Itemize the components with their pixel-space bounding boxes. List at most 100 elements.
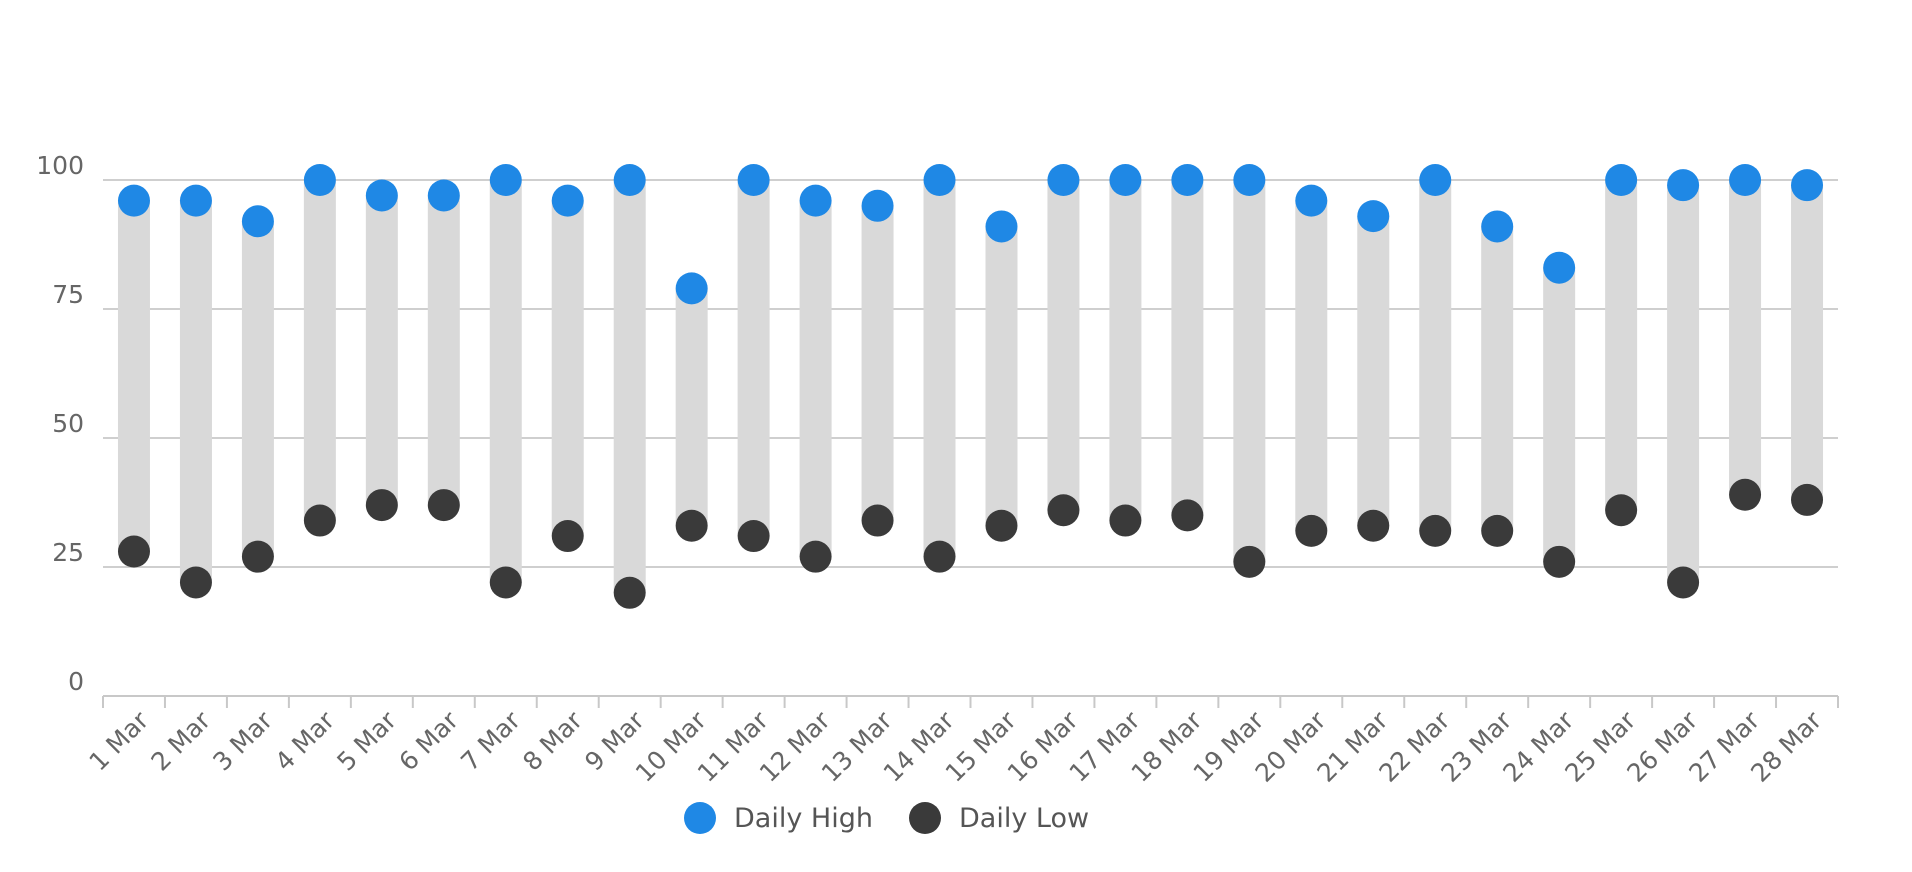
daily-high-point[interactable] (1233, 164, 1266, 196)
legend-swatch-daily-low[interactable] (909, 802, 941, 834)
daily-low-point[interactable] (241, 540, 274, 573)
daily-low-point[interactable] (985, 509, 1018, 542)
daily-high-point[interactable] (241, 205, 274, 238)
range-bar (489, 180, 522, 583)
range-bar (1171, 180, 1204, 516)
x-tick-label: 4 Mar (269, 705, 340, 776)
legend-swatch-daily-high[interactable] (684, 802, 716, 834)
range-bars (117, 180, 1824, 593)
daily-low-point[interactable] (1481, 514, 1514, 547)
range-bar (365, 195, 398, 506)
daily-low-point[interactable] (799, 540, 832, 573)
daily-high-point[interactable] (303, 164, 336, 196)
legend: Daily High Daily Low (684, 802, 1089, 834)
x-tick-label: 8 Mar (517, 705, 588, 776)
daily-high-point[interactable] (551, 184, 584, 217)
daily-low-point[interactable] (179, 566, 212, 599)
range-bar (1419, 180, 1452, 531)
legend-label-daily-high[interactable]: Daily High (734, 803, 873, 834)
daily-high-point[interactable] (923, 164, 956, 196)
daily-high-point[interactable] (675, 272, 708, 305)
range-bar (427, 195, 460, 506)
x-tick-label: 2 Mar (145, 705, 216, 776)
gridlines (103, 179, 1838, 568)
range-bar (117, 200, 150, 552)
daily-low-point[interactable] (1605, 494, 1638, 527)
y-tick-label: 100 (36, 151, 84, 180)
daily-low-point[interactable] (1295, 514, 1328, 547)
daily-low-point[interactable] (427, 489, 460, 522)
daily-low-point[interactable] (489, 566, 522, 599)
range-bar (613, 180, 646, 593)
daily-high-point[interactable] (1171, 164, 1204, 196)
daily-high-point[interactable] (489, 164, 522, 196)
x-tick-label: 6 Mar (393, 705, 464, 776)
daily-low-point[interactable] (1791, 483, 1824, 516)
daily-low-point[interactable] (551, 520, 584, 553)
daily-high-point[interactable] (427, 179, 460, 212)
daily-high-point[interactable] (365, 179, 398, 212)
daily-high-point[interactable] (1667, 169, 1700, 202)
daily-low-point[interactable] (737, 520, 770, 553)
range-bar (861, 205, 894, 521)
daily-low-point[interactable] (1171, 499, 1204, 532)
daily-high-point[interactable] (1481, 210, 1514, 243)
daily-high-point[interactable] (1047, 164, 1080, 196)
daily-high-point[interactable] (1605, 164, 1638, 196)
daily-low-point[interactable] (1419, 514, 1452, 547)
range-bar (1481, 226, 1514, 531)
daily-high-point[interactable] (1791, 169, 1824, 202)
daily-low-point[interactable] (1543, 545, 1576, 578)
daily-high-point[interactable] (799, 184, 832, 217)
range-bar (1047, 180, 1080, 511)
daily-low-point[interactable] (1729, 478, 1762, 511)
daily-high-point[interactable] (613, 164, 646, 196)
range-bar (179, 200, 212, 583)
daily-high-point[interactable] (1109, 164, 1142, 196)
daily-high-point[interactable] (1357, 200, 1390, 233)
daily-low-point[interactable] (861, 504, 894, 537)
daily-low-point[interactable] (1233, 545, 1266, 578)
range-bar (923, 180, 956, 557)
x-tick-label: 28 Mar (1745, 705, 1827, 787)
range-bar (1357, 216, 1390, 526)
daily-high-point[interactable] (737, 164, 770, 196)
range-bar (1109, 180, 1142, 521)
daily-high-point[interactable] (1729, 164, 1762, 196)
daily-high-point[interactable] (1419, 164, 1452, 196)
x-tick-label: 7 Mar (455, 705, 526, 776)
daily-high-point[interactable] (1295, 184, 1328, 217)
daily-low-point[interactable] (1667, 566, 1700, 599)
y-tick-label: 25 (52, 538, 84, 567)
daily-low-point[interactable] (117, 535, 150, 568)
daily-high-point[interactable] (117, 184, 150, 217)
daily-low-point[interactable] (1357, 509, 1390, 542)
range-bar (1605, 180, 1638, 511)
daily-low-point[interactable] (613, 576, 646, 609)
daily-low-points (117, 478, 1824, 609)
y-tick-label: 75 (52, 280, 84, 309)
range-bar (551, 200, 584, 537)
daily-low-point[interactable] (1047, 494, 1080, 527)
range-bar (1295, 200, 1328, 531)
x-tick-label: 5 Mar (331, 705, 402, 776)
range-bar (985, 226, 1018, 526)
daily-high-point[interactable] (985, 210, 1018, 243)
y-tick-label: 0 (68, 667, 84, 696)
daily-low-point[interactable] (1109, 504, 1142, 537)
daily-low-point[interactable] (923, 540, 956, 573)
range-bar (1729, 180, 1762, 495)
daily-low-point[interactable] (365, 489, 398, 522)
daily-high-points (117, 164, 1824, 305)
daily-high-point[interactable] (1543, 251, 1576, 284)
daily-low-point[interactable] (303, 504, 336, 537)
y-axis-labels: 0 25 50 75 100 (36, 151, 84, 696)
legend-label-daily-low[interactable]: Daily Low (959, 803, 1089, 834)
daily-high-point[interactable] (179, 184, 212, 217)
daily-low-point[interactable] (675, 509, 708, 542)
daily-high-point[interactable] (861, 189, 894, 222)
range-bar (675, 288, 708, 526)
